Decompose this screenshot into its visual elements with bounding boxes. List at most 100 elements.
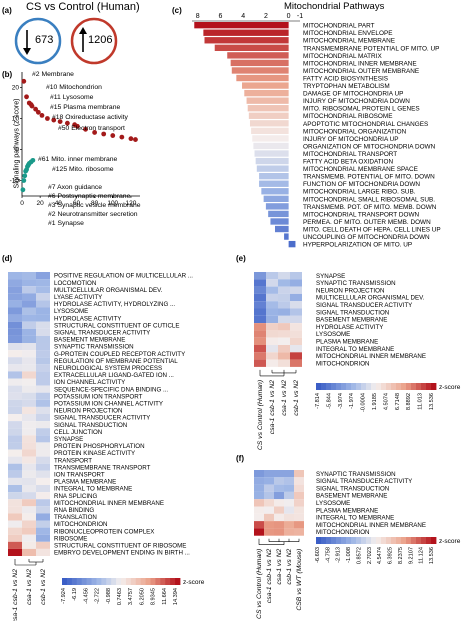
heatmap-cell <box>278 301 290 309</box>
heatmap-cell <box>8 506 22 514</box>
heatmap-cell <box>8 307 22 315</box>
heatmap-cell <box>22 541 36 549</box>
mito-bar <box>214 44 289 51</box>
up-circle <box>70 17 118 65</box>
scale-swatch <box>366 537 372 544</box>
heatmap-row-label: SYNAPTIC TRANSMISSION <box>54 344 134 351</box>
heatmap-row-label: MULTICELLULAR ORGANISMAL DEV. <box>316 295 425 302</box>
heatmap-row-label: HYDROLASE ACTIVITY <box>316 324 383 331</box>
heatmap-row-label: RNA SPLICING <box>54 493 98 500</box>
heatmap-cell <box>36 357 50 365</box>
heatmap-cell <box>254 513 264 522</box>
heatmap-cell <box>8 520 22 528</box>
up-point <box>33 106 39 112</box>
scale-swatch <box>371 537 377 544</box>
heatmap-cell <box>278 286 290 294</box>
mito-bar <box>261 188 289 195</box>
heatmap-cell <box>254 272 266 280</box>
heatmap-cell <box>254 293 266 302</box>
heatmap-cell <box>254 330 266 338</box>
heatmap-cell <box>284 491 294 500</box>
heatmap-cell <box>22 392 36 400</box>
heatmap-cell <box>36 428 50 436</box>
scale-tick-label: 2.7023 <box>367 547 373 564</box>
scale-tick-label: 4.5474 <box>377 547 383 564</box>
x-tick-label: 120 <box>125 200 136 207</box>
panel-c-title: Mitochondrial Pathways <box>284 1 385 12</box>
scale-tick-label: 11.124 <box>419 547 425 564</box>
heatmap-cell <box>278 315 290 324</box>
heatmap-cell <box>278 308 290 316</box>
heatmap-cell <box>22 286 36 294</box>
scale-tick-label: -2.913 <box>336 547 342 563</box>
mito-bar-label: DAMAGE OF MITOCHONDRIA UP <box>303 91 403 98</box>
bar-x-tick-label: -1 <box>297 13 303 20</box>
scale-title: z-score <box>183 579 205 586</box>
heatmap-row-label: MITOCHONDRION <box>316 360 370 367</box>
up-point <box>51 117 57 123</box>
up-annotation: #18 Oxireductase activity <box>52 114 129 121</box>
heatmap-cell <box>8 513 22 521</box>
scale-tick-label: -5.844 <box>326 393 332 409</box>
scale-swatch <box>351 383 357 390</box>
heatmap-row-label: SYNAPTIC TRANSMISSION <box>316 280 396 287</box>
up-point <box>92 130 98 135</box>
heatmap-column-label: csa-1 vs N2 <box>281 380 288 416</box>
panel-f-label: (f) <box>236 454 244 463</box>
heatmap-row-label: SIGNAL TRANSDUCER ACTIVITY <box>316 478 412 485</box>
heatmap-cell <box>36 513 50 521</box>
mito-bar <box>274 225 289 233</box>
heatmap-cell <box>22 520 36 528</box>
heatmap-cell <box>22 534 36 542</box>
heatmap-column-label: csb-1 vs N2 <box>293 380 300 416</box>
panel-b-label: (b) <box>2 70 13 79</box>
heatmap-cell <box>22 456 36 464</box>
heatmap-cell <box>266 272 278 280</box>
scale-swatch <box>391 537 397 544</box>
heatmap-row-label: PLASMA MEMBRANE <box>316 507 378 514</box>
heatmap-cell <box>266 337 278 345</box>
mito-bar-label: MITOCHONDRIAL TRANSPORT <box>303 151 397 158</box>
heatmap-cell <box>22 314 36 322</box>
heatmap-row-label: SYNAPSE <box>54 436 83 443</box>
heatmap-cell <box>254 470 264 478</box>
heatmap-cell <box>8 300 22 308</box>
heatmap-row-label: TRANSMEMBRANE TRANSPORT <box>54 464 151 471</box>
heatmap-row-label: RIBOSOME <box>54 535 87 542</box>
heatmap-cell <box>284 484 294 492</box>
heatmap-cell <box>278 330 290 338</box>
mito-bar-label: MITOCHONDRIAL INNER MEMBRANE <box>303 60 417 67</box>
heatmap-cell <box>22 272 36 280</box>
up-annotation: #50 Electron transport <box>58 125 125 132</box>
heatmap-cell <box>254 521 264 529</box>
heatmap-cell <box>278 352 290 360</box>
scale-swatch <box>81 578 87 585</box>
scale-tick-label: 14.394 <box>173 588 179 605</box>
heatmap-row-label: NEURON PROJECTION <box>316 287 384 294</box>
heatmap-cell <box>254 337 266 345</box>
heatmap-cell <box>36 343 50 351</box>
heatmap-cell <box>274 513 284 522</box>
heatmap-cell <box>266 330 278 338</box>
y-tick-label: 0 <box>15 147 19 154</box>
heatmap-cell <box>290 272 302 280</box>
heatmap-cell <box>264 506 274 514</box>
heatmap-row-label: BASEMENT MEMBRANE <box>54 337 125 344</box>
heatmap-row-label: MITOCHONDRION <box>54 521 108 528</box>
heatmap-row-label: SYNAPSE <box>316 273 345 280</box>
heatmap-cell <box>36 328 50 336</box>
scale-swatch <box>96 578 102 585</box>
mito-bar <box>249 120 289 127</box>
bar-x-tick-label: 4 <box>241 13 245 20</box>
heatmap-cell <box>36 477 50 485</box>
mito-bar <box>259 173 289 180</box>
heatmap-cell <box>254 315 266 324</box>
heatmap-cell <box>36 548 50 556</box>
heatmap-cell <box>284 513 294 522</box>
heatmap-cell <box>8 442 22 450</box>
heatmap-cell <box>36 307 50 315</box>
heatmap-cell <box>22 307 36 315</box>
mito-bar-label: FATTY ACID BETA OXIDATION <box>303 159 393 166</box>
heatmap-cell <box>36 378 50 386</box>
